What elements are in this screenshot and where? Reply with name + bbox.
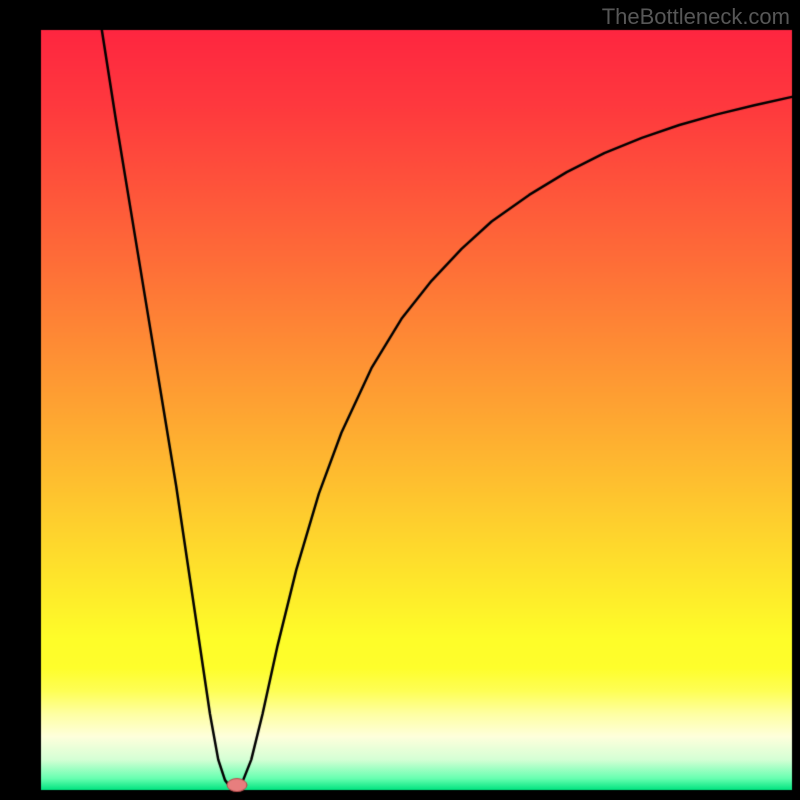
bottleneck-chart <box>0 0 800 800</box>
